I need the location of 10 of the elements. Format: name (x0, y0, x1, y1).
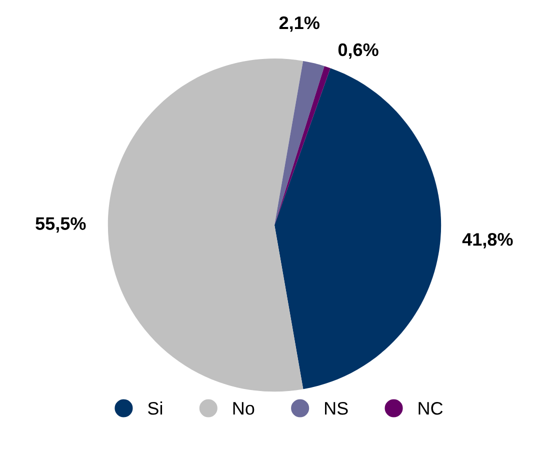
legend-label: NC (418, 402, 443, 415)
legend-label: No (233, 402, 254, 415)
data-label: 2,1% (279, 16, 320, 32)
legend-label: NS (325, 402, 348, 415)
data-label: 0,6% (338, 43, 378, 59)
pie-slice (108, 58, 304, 392)
legend-label: Si (148, 401, 162, 415)
data-label: 41,8% (462, 233, 513, 248)
data-label: 55,5% (36, 217, 86, 233)
pie-slice (274, 68, 442, 390)
